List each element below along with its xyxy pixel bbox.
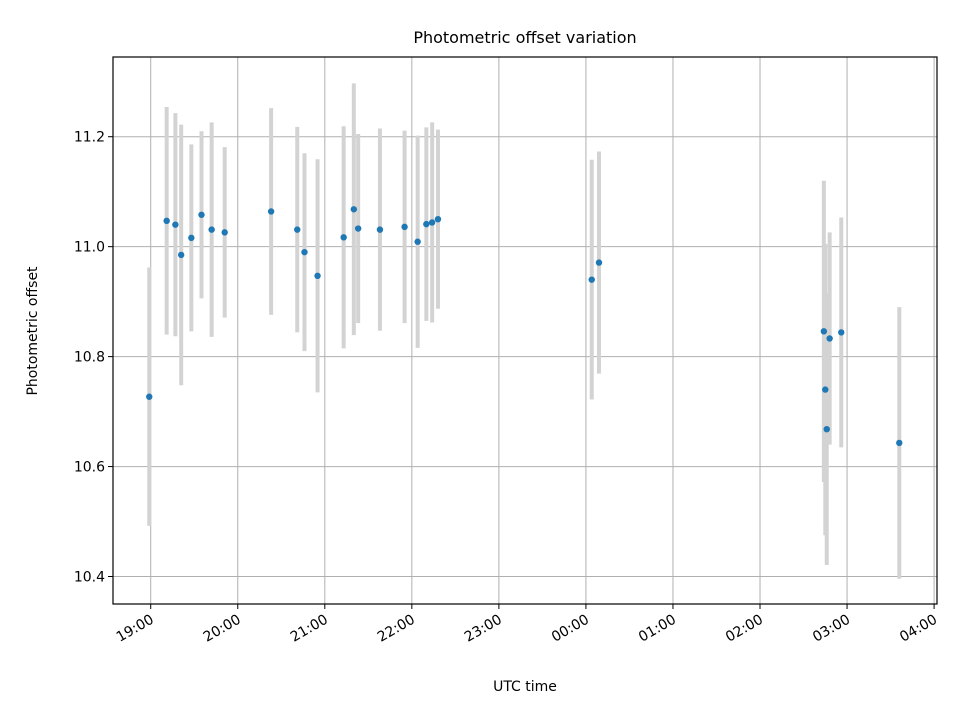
y-tick-label: 10.8 xyxy=(74,350,105,366)
x-tick-label: 03:00 xyxy=(810,612,853,646)
data-point xyxy=(177,251,185,259)
data-point xyxy=(414,238,421,245)
y-tick-label: 10.6 xyxy=(74,460,105,476)
point-layer xyxy=(146,206,903,447)
x-tick-label: 21:00 xyxy=(288,612,331,646)
data-point xyxy=(172,221,179,228)
y-axis: 10.4 10.6 10.8 11.0 11.2 xyxy=(74,130,113,586)
data-point xyxy=(354,225,362,232)
data-point xyxy=(294,226,301,233)
data-point xyxy=(820,328,828,335)
y-tick-label: 11.2 xyxy=(74,130,105,146)
data-point xyxy=(163,217,170,225)
data-point xyxy=(401,223,408,231)
x-tick-label: 20:00 xyxy=(201,612,244,646)
data-point xyxy=(198,211,205,218)
data-point xyxy=(434,215,442,223)
data-point xyxy=(376,226,384,233)
data-point xyxy=(340,234,347,241)
data-point xyxy=(823,425,830,433)
data-point xyxy=(146,393,153,400)
data-point xyxy=(826,335,833,342)
data-point xyxy=(595,259,603,266)
x-tick-label: 02:00 xyxy=(723,612,766,646)
y-tick-label: 11.0 xyxy=(74,240,105,256)
x-tick-label: 19:00 xyxy=(114,612,157,646)
data-point xyxy=(588,276,595,283)
x-tick-label: 01:00 xyxy=(636,612,679,646)
errorbar-layer xyxy=(147,83,902,579)
data-point xyxy=(301,248,308,256)
data-point xyxy=(350,206,358,213)
data-point xyxy=(896,439,903,447)
x-tick-label: 23:00 xyxy=(462,612,505,646)
x-tick-label: 04:00 xyxy=(897,612,940,646)
data-point xyxy=(838,329,845,336)
data-point xyxy=(423,220,430,228)
data-point xyxy=(314,272,321,279)
x-axis-label: UTC time xyxy=(493,679,557,695)
data-point xyxy=(822,386,829,393)
data-point xyxy=(221,229,228,236)
y-axis-label: Photometric offset xyxy=(25,266,41,396)
data-point xyxy=(428,219,436,226)
data-point xyxy=(188,234,195,242)
x-axis: 19:00 20:00 21:00 22:00 23:00 00:00 01:00 02:00… xyxy=(114,604,940,646)
x-tick-label: 22:00 xyxy=(375,612,418,646)
plot-frame xyxy=(112,56,938,605)
x-tick-label: 00:00 xyxy=(549,612,592,646)
data-point xyxy=(208,226,215,233)
grid-layer xyxy=(113,57,937,604)
chart-title: Photometric offset variation xyxy=(413,28,636,47)
y-tick-label: 10.4 xyxy=(74,570,105,586)
data-point xyxy=(267,208,275,215)
